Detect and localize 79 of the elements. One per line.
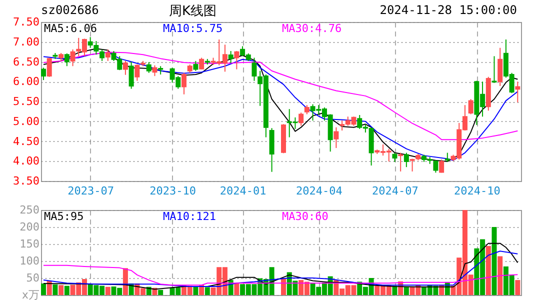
candlestick: [398, 152, 404, 172]
candlestick: [404, 152, 409, 168]
y-tick-label: 3.50: [13, 174, 40, 188]
candlestick: [152, 64, 158, 77]
candlestick: [269, 128, 274, 172]
y-tick-label: 200: [20, 220, 40, 234]
x-tick-label: 2023-10: [150, 184, 196, 198]
x-tick-label: 2024-01: [220, 184, 266, 198]
candlestick: [334, 126, 339, 149]
text: MA10:121: [163, 210, 216, 223]
y-tick-label: 5.00: [13, 114, 40, 128]
y-tick-label: 100: [20, 254, 40, 268]
text: MA30:60: [282, 210, 328, 223]
bar: [404, 286, 409, 295]
candlestick: [468, 98, 474, 115]
bar: [193, 286, 198, 295]
candlestick: [410, 158, 415, 172]
bar: [64, 286, 70, 295]
candlestick: [128, 61, 134, 90]
y-tick-label: 6.00: [13, 75, 40, 88]
x-tick-label: 2024-10: [454, 184, 500, 198]
bar: [486, 246, 491, 295]
bar: [158, 290, 164, 295]
y-tick-label: 4.00: [13, 154, 40, 168]
candlestick: [234, 50, 240, 70]
text: MA5:95: [44, 210, 84, 223]
candlestick: [444, 152, 450, 162]
candlestick: [199, 57, 204, 70]
text: sz002686: [41, 3, 99, 17]
y-tick-label: 7.00: [13, 35, 40, 48]
y-tick-label: 4.50: [13, 134, 40, 148]
x-tick-label: 2024-04: [296, 184, 343, 198]
candlestick: [498, 47, 503, 86]
bar: [234, 283, 240, 295]
x-tick-label: 2023-07: [68, 184, 114, 198]
text: 2024-11-28 15:00:00: [380, 3, 517, 17]
candlestick: [304, 104, 310, 115]
text: MA10:5.75: [163, 22, 223, 35]
candlestick: [134, 64, 140, 82]
y-tick-label: x万: [22, 288, 40, 300]
y-tick-label: 150: [20, 238, 40, 250]
candlestick: [41, 67, 46, 81]
candlestick: [100, 48, 105, 62]
line-series: [43, 250, 518, 287]
bar: [498, 256, 503, 295]
candlestick: [193, 60, 198, 72]
bar: [515, 280, 520, 295]
chart-title: 周K线图: [169, 4, 217, 19]
bar: [41, 283, 46, 295]
candlestick: [64, 52, 70, 67]
candlestick: [392, 152, 398, 162]
y-tick-label: 7.50: [13, 16, 40, 28]
y-tick-label: 250: [20, 204, 40, 216]
line-series: [43, 52, 518, 140]
bar: [492, 227, 497, 295]
y-tick-label: 6.50: [13, 55, 40, 68]
candlestick: [46, 57, 52, 78]
candlestick: [181, 72, 186, 95]
y-tick-label: 5.50: [13, 95, 40, 108]
y-tick-label: 50: [26, 272, 40, 284]
candlestick: [228, 50, 234, 64]
bar: [52, 284, 58, 295]
candlestick: [515, 81, 520, 103]
candlestick: [439, 159, 444, 174]
text: MA30:4.76: [282, 22, 342, 35]
candlestick: [70, 48, 76, 67]
candlestick: [105, 48, 110, 62]
candlestick: [122, 60, 128, 76]
x-tick-label: 2024-07: [372, 184, 418, 198]
candlestick: [492, 56, 497, 84]
line-series: [43, 264, 518, 286]
candlestick: [252, 57, 257, 82]
bar: [204, 287, 210, 295]
candlestick: [298, 112, 304, 126]
candlestick: [146, 62, 152, 74]
line-series: [43, 242, 518, 290]
bar: [105, 286, 110, 295]
bar: [58, 285, 64, 295]
series-label: MA5:6.06: [44, 22, 97, 35]
